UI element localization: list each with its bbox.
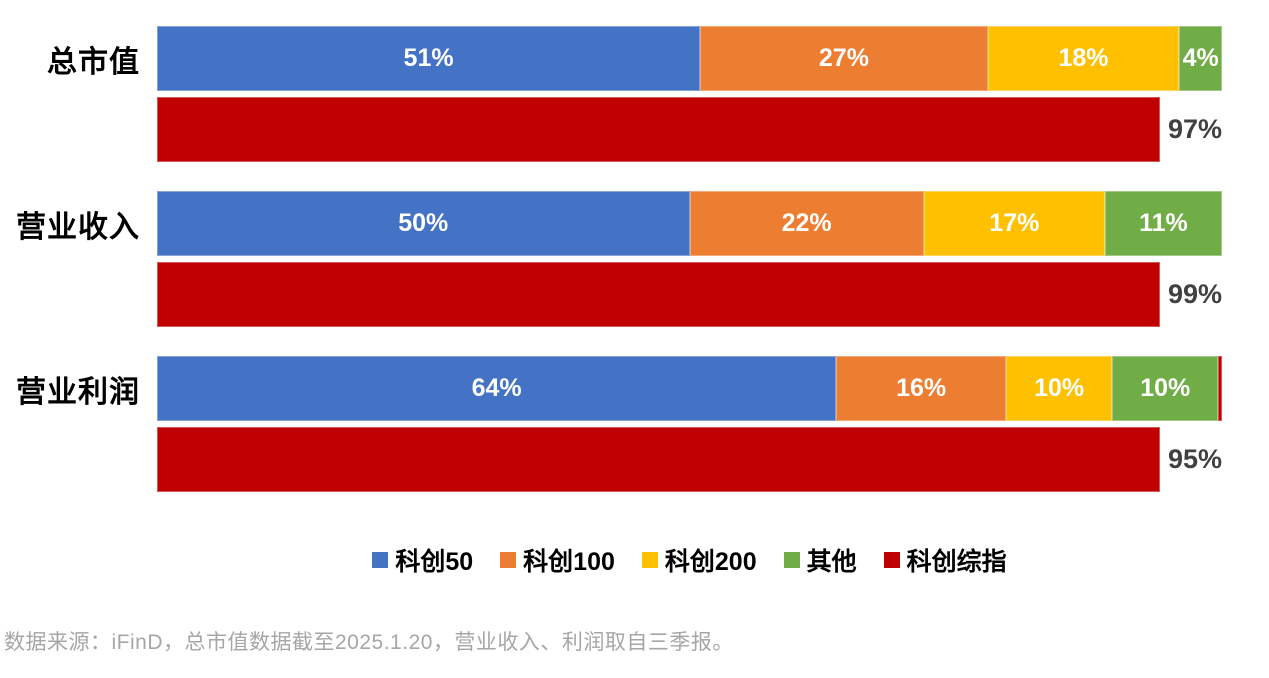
legend-swatch-icon bbox=[372, 552, 389, 568]
source-note: 数据来源：iFinD，总市值数据截至2025.1.20，营业收入、利润取自三季报… bbox=[4, 631, 734, 654]
bar-科创综指 bbox=[157, 262, 1160, 327]
segment-科创200: 18% bbox=[987, 26, 1180, 91]
stacked-bar-2: 50% 22% 17% 11% bbox=[157, 191, 1222, 256]
legend-swatch-icon bbox=[783, 552, 800, 568]
bar-科创综指 bbox=[157, 97, 1160, 162]
bar-value-label: 95% bbox=[1167, 444, 1222, 474]
legend-item-其他: 其他 bbox=[783, 542, 857, 578]
segment-科创100: 27% bbox=[700, 26, 988, 91]
legend-label: 科创50 bbox=[395, 548, 474, 576]
category-label-1: 总市值 bbox=[47, 45, 140, 79]
chart-legend: 科创50 科创100 科创200 其他 科创综指 bbox=[157, 543, 1222, 577]
bar-科创综指 bbox=[157, 427, 1160, 492]
legend-item-科创200: 科创200 bbox=[641, 542, 757, 578]
legend-swatch-icon bbox=[500, 552, 517, 568]
legend-label: 科创200 bbox=[664, 548, 757, 576]
legend-item-科创50: 科创50 bbox=[372, 542, 473, 578]
legend-item-科创100: 科创100 bbox=[500, 542, 615, 578]
segment-科创100: 22% bbox=[689, 191, 924, 256]
category-label-2: 营业收入 bbox=[16, 210, 140, 244]
legend-label: 科创100 bbox=[523, 548, 615, 576]
legend-item-科创综指: 科创综指 bbox=[883, 542, 1007, 578]
stacked-bar-chart: 总市值 51% 27% 18% 4% 97% 营业收入 50% 22% 17% 11% 99% 营业利润… bbox=[16, 26, 1222, 492]
legend-swatch-icon bbox=[883, 552, 900, 568]
segment-sliver bbox=[1218, 356, 1222, 421]
comparison-bar-1: 97% bbox=[157, 97, 1222, 162]
segment-科创50: 51% bbox=[157, 26, 701, 91]
legend-swatch-icon bbox=[641, 552, 658, 568]
legend-label: 科创综指 bbox=[906, 548, 1007, 576]
segment-科创50: 50% bbox=[157, 191, 690, 256]
segment-其他: 10% bbox=[1112, 356, 1219, 421]
comparison-bar-3: 95% bbox=[157, 427, 1222, 492]
bar-value-label: 99% bbox=[1167, 279, 1222, 309]
stacked-bar-1: 51% 27% 18% 4% bbox=[157, 26, 1222, 91]
legend-label: 其他 bbox=[806, 548, 857, 576]
segment-其他: 4% bbox=[1179, 26, 1222, 91]
segment-科创50: 64% bbox=[157, 356, 837, 421]
segment-科创200: 17% bbox=[923, 191, 1105, 256]
stacked-bar-3: 64% 16% 10% 10% bbox=[157, 356, 1222, 421]
segment-科创200: 10% bbox=[1006, 356, 1113, 421]
comparison-bar-2: 99% bbox=[157, 262, 1222, 327]
segment-科创100: 16% bbox=[836, 356, 1007, 421]
segment-其他: 11% bbox=[1104, 191, 1222, 256]
category-label-3: 营业利润 bbox=[16, 375, 140, 409]
bar-value-label: 97% bbox=[1167, 114, 1222, 144]
